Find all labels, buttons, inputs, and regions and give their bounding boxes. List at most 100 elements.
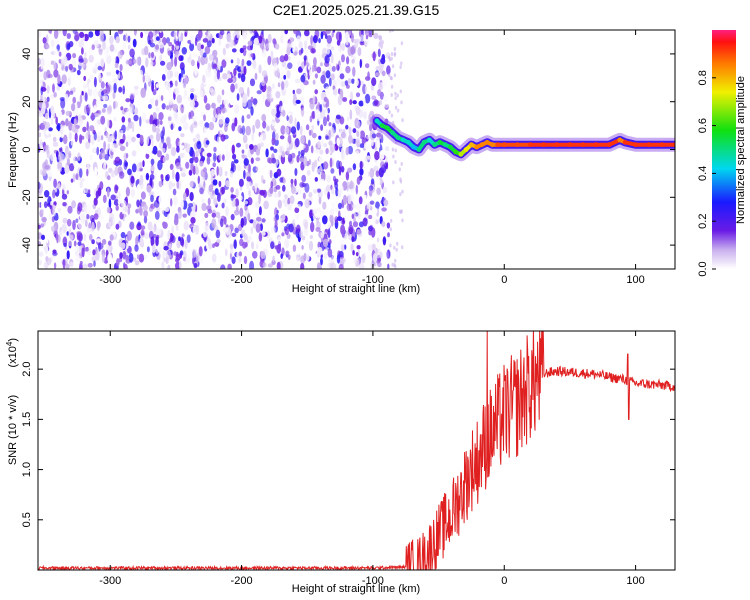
noise-speck [170, 198, 173, 207]
noise-speck [81, 247, 85, 258]
noise-speck [89, 234, 93, 241]
ridge-point [479, 142, 485, 148]
noise-speck [44, 245, 49, 255]
noise-speck [106, 206, 111, 214]
noise-speck [53, 201, 57, 207]
noise-speck [275, 91, 281, 99]
noise-speck [206, 40, 212, 48]
noise-speck [300, 74, 306, 83]
noise-speck [166, 105, 170, 110]
noise-speck [266, 85, 272, 95]
noise-speck [318, 156, 323, 163]
noise-speck [387, 232, 390, 238]
noise-speck [62, 258, 66, 269]
noise-speck [341, 147, 344, 155]
noise-speck [284, 199, 288, 208]
noise-speck [241, 149, 245, 154]
noise-speck [237, 72, 241, 79]
noise-speck [325, 30, 331, 35]
noise-speck [225, 226, 231, 236]
noise-speck [69, 90, 74, 95]
y-tick-label: 1.0 [21, 462, 33, 477]
noise-speck [345, 215, 351, 223]
noise-speck [86, 228, 92, 233]
noise-speck [65, 118, 69, 127]
noise-speck [390, 56, 393, 61]
noise-speck [68, 63, 73, 71]
noise-speck [224, 57, 230, 62]
noise-speck [132, 38, 137, 48]
noise-speck [255, 148, 260, 156]
noise-speck [348, 224, 354, 234]
noise-speck [50, 200, 53, 206]
noise-speck [83, 203, 88, 214]
noise-speck [355, 137, 361, 148]
ridge-point [528, 142, 533, 148]
noise-speck [286, 115, 290, 121]
noise-speck [127, 206, 131, 215]
noise-speck [89, 214, 95, 222]
noise-speck [53, 262, 57, 269]
noise-speck [93, 76, 97, 88]
noise-speck [159, 120, 163, 126]
noise-speck [276, 168, 282, 177]
ridge-point [490, 142, 495, 148]
noise-speck [94, 112, 100, 118]
noise-speck [65, 263, 70, 269]
noise-speck [52, 207, 57, 217]
noise-speck [313, 65, 317, 72]
noise-speck [246, 114, 251, 119]
noise-speck [308, 240, 314, 251]
noise-speck [42, 37, 47, 44]
noise-speck [320, 257, 323, 266]
noise-speck [115, 36, 120, 44]
noise-speck [247, 45, 253, 51]
noise-speck [200, 55, 206, 66]
noise-speck [147, 221, 153, 232]
noise-speck [196, 140, 202, 150]
noise-speck [66, 190, 70, 195]
noise-speck [86, 213, 90, 220]
noise-speck [233, 159, 239, 164]
noise-speck [55, 116, 58, 125]
noise-speck [298, 41, 303, 50]
noise-speck [53, 60, 57, 70]
noise-speck [168, 42, 173, 47]
noise-speck [231, 198, 237, 208]
noise-speck [247, 86, 250, 98]
noise-speck [56, 124, 61, 131]
noise-speck [98, 91, 102, 97]
noise-speck [40, 81, 44, 87]
noise-speck [396, 108, 400, 113]
noise-speck [247, 40, 253, 46]
noise-speck [243, 169, 246, 180]
noise-speck [238, 86, 244, 94]
noise-speck [378, 58, 381, 65]
noise-speck [153, 30, 156, 37]
noise-speck [302, 144, 306, 149]
noise-speck [159, 141, 164, 150]
noise-speck [88, 82, 93, 90]
noise-speck [135, 73, 139, 84]
noise-speck [215, 229, 221, 239]
noise-speck [317, 140, 321, 149]
noise-speck [323, 96, 328, 102]
noise-speck [314, 30, 320, 39]
noise-speck [376, 187, 381, 195]
ridge-point [416, 147, 422, 152]
noise-speck [79, 260, 83, 265]
noise-speck [164, 207, 170, 213]
noise-speck [300, 96, 305, 106]
noise-speck [122, 250, 127, 260]
noise-speck [225, 117, 230, 124]
noise-speck [320, 178, 325, 187]
noise-speck [194, 156, 199, 163]
noise-speck [167, 264, 171, 269]
noise-speck [93, 69, 97, 74]
noise-speck [330, 53, 334, 64]
noise-speck [296, 155, 300, 163]
noise-speck [275, 159, 279, 165]
noise-speck [155, 245, 159, 254]
noise-speck [318, 196, 322, 205]
noise-speck [88, 54, 94, 63]
